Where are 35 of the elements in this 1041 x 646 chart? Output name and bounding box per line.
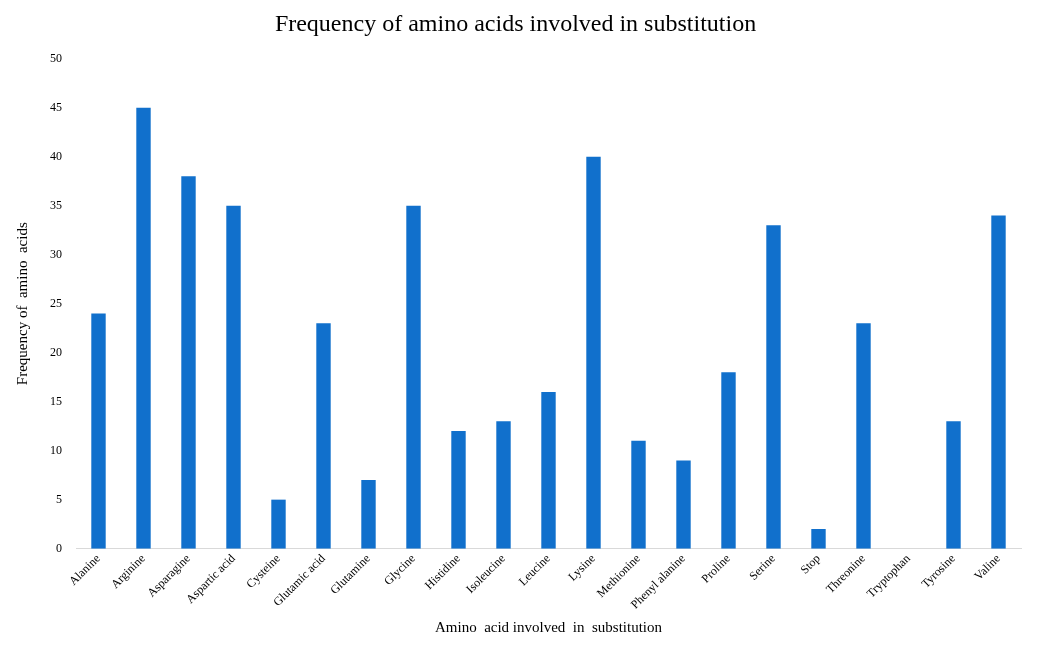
bar <box>181 176 196 549</box>
y-tick-label: 25 <box>50 295 62 310</box>
y-tick-label: 15 <box>50 393 62 408</box>
bar <box>631 440 646 549</box>
y-tick-label: 0 <box>56 540 62 555</box>
bar <box>541 391 556 549</box>
y-tick-label: 45 <box>50 99 62 114</box>
bar <box>451 431 466 549</box>
bar <box>271 499 286 549</box>
y-tick-label: 50 <box>50 50 62 65</box>
y-tick-label: 5 <box>56 491 62 506</box>
y-axis-title: Frequency of amino acids <box>13 222 30 386</box>
y-tick-label: 30 <box>50 246 62 261</box>
bar <box>856 323 871 549</box>
bar <box>991 215 1006 549</box>
bar <box>406 205 421 549</box>
bar <box>766 225 781 549</box>
bar <box>361 480 376 549</box>
x-tick-label: Stop <box>797 551 823 577</box>
y-tick-label: 40 <box>50 148 62 163</box>
bar <box>136 107 151 549</box>
y-tick-label: 20 <box>50 344 62 359</box>
bar <box>226 205 241 549</box>
bar <box>496 421 511 549</box>
bar <box>91 313 106 549</box>
x-axis-title: Amino acid involved in substitution <box>434 618 663 635</box>
bar <box>316 323 331 549</box>
bar <box>586 156 601 549</box>
bar <box>676 460 691 549</box>
bar <box>811 529 826 549</box>
y-tick-label: 35 <box>50 197 62 212</box>
chart-title: Frequency of amino acids involved in substitution <box>274 9 757 36</box>
y-tick-label: 10 <box>50 442 62 457</box>
bar <box>721 372 736 549</box>
bar <box>946 421 961 549</box>
